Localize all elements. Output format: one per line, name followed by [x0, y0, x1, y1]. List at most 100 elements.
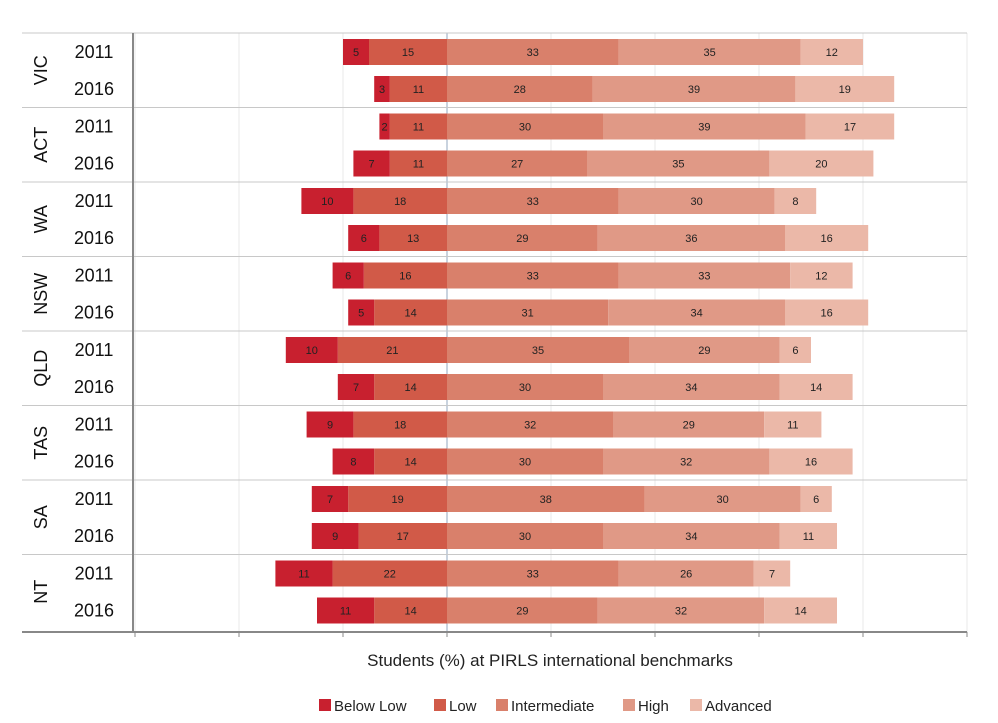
- data-label: 9: [332, 531, 338, 543]
- bar-segment: [618, 262, 791, 289]
- legend-label: Below Low: [334, 698, 407, 715]
- bar-segment: [769, 150, 874, 177]
- data-label: 2: [382, 122, 388, 134]
- bar-segment: [447, 225, 598, 251]
- data-label: 32: [524, 420, 536, 432]
- data-label: 20: [815, 159, 827, 171]
- bar-segment: [447, 188, 619, 214]
- bar-segment: [805, 113, 895, 140]
- data-label: 5: [353, 47, 359, 59]
- year-label: 2011: [75, 266, 114, 286]
- data-label: 14: [404, 457, 416, 469]
- bar-segment: [603, 113, 806, 140]
- category-labels: VIC 2011 2016 ACT 2011 2016 WA 2011 2016 NSW 2011 2…: [31, 42, 114, 621]
- bar-segment: [447, 262, 619, 289]
- bar-segment: [774, 188, 817, 214]
- bar-segment: [779, 374, 853, 400]
- bar-segment: [785, 299, 869, 326]
- data-label: 36: [685, 233, 697, 245]
- group-label: SA: [31, 505, 51, 529]
- legend-label: Intermediate: [511, 698, 594, 715]
- group-label: WA: [31, 205, 51, 233]
- data-label: 11: [340, 606, 351, 618]
- bar-segment: [343, 39, 369, 65]
- bar-segment: [608, 299, 785, 326]
- bar-segment: [374, 448, 447, 475]
- bar-segment: [447, 486, 645, 512]
- bar-segment: [306, 411, 354, 438]
- legend-label: Advanced: [705, 698, 772, 715]
- year-label: 2011: [75, 117, 114, 137]
- data-label: 9: [327, 420, 333, 432]
- data-label: 29: [516, 233, 528, 245]
- year-label: 2016: [74, 452, 114, 472]
- legend-label: High: [638, 698, 669, 715]
- group-label: NSW: [31, 273, 51, 315]
- data-label: 10: [321, 196, 333, 208]
- data-label: 19: [391, 494, 403, 506]
- data-label: 18: [394, 420, 406, 432]
- year-label: 2016: [74, 228, 114, 248]
- data-label: 27: [511, 159, 523, 171]
- bar-segment: [285, 337, 338, 363]
- data-label: 17: [397, 531, 409, 543]
- year-label: 2016: [74, 601, 114, 621]
- data-label: 28: [514, 84, 526, 96]
- legend-swatch: [623, 699, 635, 711]
- legend: Below Low Low Intermediate High Advanced: [319, 698, 772, 715]
- data-label: 10: [306, 345, 318, 357]
- legend-swatch: [319, 699, 331, 711]
- data-label: 30: [519, 122, 531, 134]
- legend-swatch: [690, 699, 702, 711]
- legend-label: Low: [449, 698, 477, 715]
- bar-segment: [374, 299, 447, 326]
- bar-segment: [301, 188, 354, 214]
- data-label: 7: [769, 569, 775, 581]
- data-label: 35: [532, 345, 544, 357]
- bar-segment: [753, 560, 791, 587]
- data-label: 21: [386, 345, 398, 357]
- legend-swatch: [434, 699, 446, 711]
- bar-segment: [374, 597, 447, 624]
- bar-segment: [374, 374, 447, 400]
- data-label: 6: [813, 494, 819, 506]
- bar-segment: [369, 39, 447, 65]
- bar-segment: [275, 560, 333, 587]
- bar-segment: [779, 523, 837, 549]
- bar-segment: [447, 448, 603, 475]
- bar-segment: [348, 486, 447, 512]
- data-label: 31: [521, 308, 533, 320]
- data-label: 12: [826, 47, 838, 59]
- data-label: 30: [716, 494, 728, 506]
- bar-segment: [379, 225, 447, 251]
- data-label: 34: [690, 308, 702, 320]
- data-label: 16: [399, 271, 411, 283]
- group-label: ACT: [31, 127, 51, 163]
- bar-segment: [389, 76, 447, 102]
- year-label: 2011: [75, 564, 114, 584]
- bar-segment: [332, 560, 447, 587]
- year-label: 2011: [75, 42, 114, 62]
- data-label: 19: [839, 84, 851, 96]
- year-label: 2016: [74, 154, 114, 174]
- data-label: 14: [404, 606, 416, 618]
- data-label: 17: [844, 122, 856, 134]
- bar-segment: [603, 448, 770, 475]
- year-label: 2011: [75, 489, 114, 509]
- year-label: 2011: [75, 191, 114, 211]
- data-label: 11: [803, 531, 814, 543]
- data-label: 15: [402, 47, 414, 59]
- group-label: VIC: [31, 55, 51, 85]
- data-label: 16: [820, 233, 832, 245]
- data-label: 33: [527, 569, 539, 581]
- bar-segment: [587, 150, 770, 177]
- data-label: 29: [683, 420, 695, 432]
- data-label: 8: [350, 457, 356, 469]
- bar-segment: [769, 448, 853, 475]
- data-label: 16: [805, 457, 817, 469]
- bar-segment: [764, 411, 822, 438]
- bar-segment: [447, 411, 614, 438]
- data-label: 33: [698, 271, 710, 283]
- data-label: 8: [792, 196, 798, 208]
